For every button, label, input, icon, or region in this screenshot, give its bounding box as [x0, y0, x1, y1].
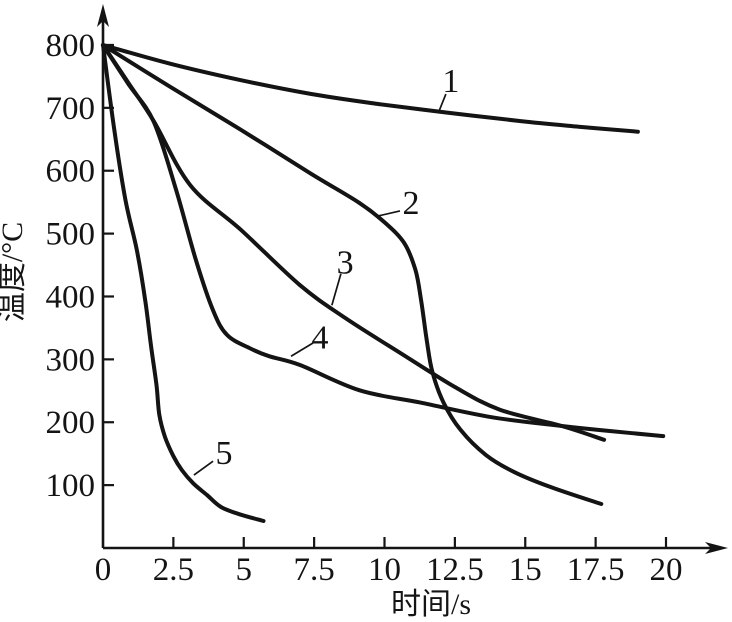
curves-layer: [101, 43, 666, 523]
y-tick-label-300: 300: [46, 342, 96, 378]
x-tick-label-15: 15: [509, 552, 542, 588]
curve-3: [101, 43, 607, 442]
curve-3-label: 3: [337, 244, 354, 281]
x-tick-label-17.5: 17.5: [567, 552, 625, 588]
axes-layer: [97, 4, 728, 554]
y-axis-title: 温度/°C: [0, 222, 29, 322]
x-tick-label-20: 20: [650, 552, 683, 588]
y-tick-label-700: 700: [46, 91, 96, 127]
ticks-layer: 0 2.5 5 7.5 10 12.5 15 17.5 20100200300400500600…: [46, 28, 683, 588]
curve-1: [101, 43, 640, 134]
y-tick-label-800: 800: [46, 28, 96, 64]
curve-1-label: 1: [442, 63, 459, 100]
x-tick-label-12.5: 12.5: [426, 552, 484, 588]
curve-2-label: 2: [402, 185, 419, 222]
curve-3-leader-line: [331, 273, 342, 306]
x-tick-label-5: 5: [236, 552, 253, 588]
x-tick-label-2.5: 2.5: [153, 552, 194, 588]
x-axis-title: 时间/s: [391, 588, 471, 621]
y-axis-arrow-icon: [97, 4, 109, 27]
y-tick-label-500: 500: [46, 217, 96, 253]
curve-4: [101, 43, 666, 439]
y-tick-label-200: 200: [46, 405, 96, 441]
curve-4-leader-line: [290, 342, 314, 357]
curve-5-label: 5: [216, 435, 233, 472]
x-tick-label-10: 10: [368, 552, 401, 588]
curve-annotations-layer: 1 2 3 4 5: [193, 63, 459, 476]
x-axis-arrow-icon: [705, 542, 728, 554]
curve-5: [101, 43, 266, 523]
y-tick-label-600: 600: [46, 154, 96, 190]
curve-5-leader-line: [193, 460, 214, 476]
y-tick-label-400: 400: [46, 279, 96, 315]
y-tick-label-100: 100: [46, 468, 96, 504]
curve-4-label: 4: [312, 320, 329, 357]
curve-2-leader-line: [377, 210, 401, 217]
x-tick-label-7.5: 7.5: [294, 552, 335, 588]
x-tick-label-0: 0: [95, 552, 112, 588]
curve-1-leader-line: [438, 93, 447, 112]
curve-2: [101, 43, 604, 506]
